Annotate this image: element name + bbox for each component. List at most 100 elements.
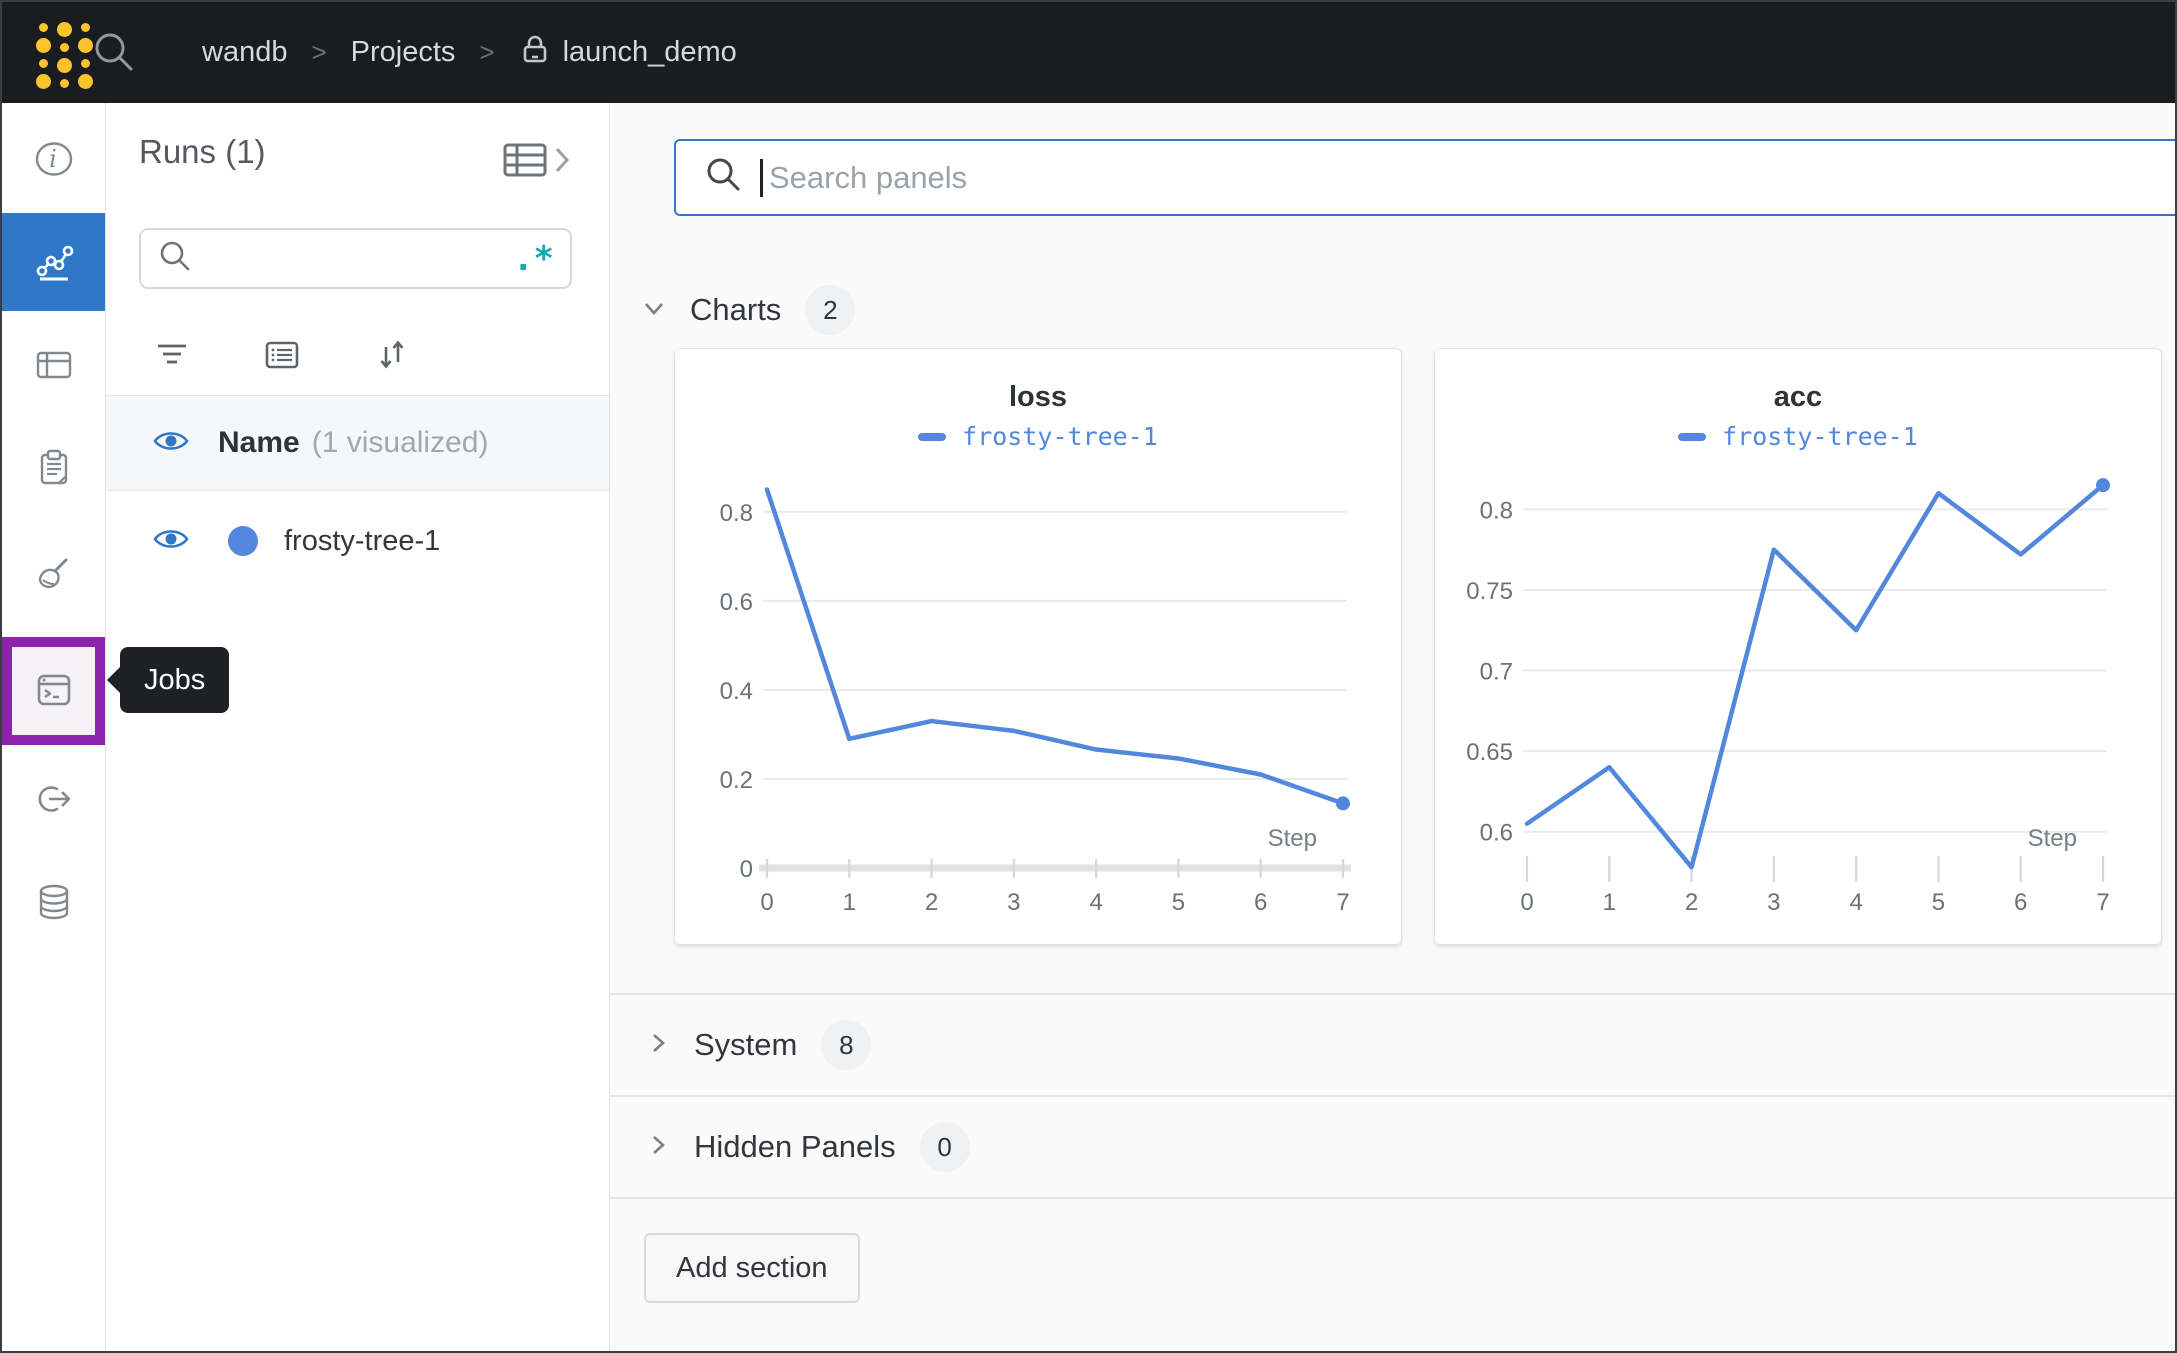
search-icon: [157, 238, 193, 279]
text-cursor: [760, 158, 763, 197]
section-hidden-panels-header[interactable]: Hidden Panels 0: [610, 1097, 2175, 1197]
search-panels-input[interactable]: [767, 147, 2175, 208]
x-axis-label: Step: [2028, 825, 2077, 852]
svg-text:0.6: 0.6: [720, 589, 753, 616]
expand-runs-table-button[interactable]: [501, 139, 583, 186]
breadcrumb-entity[interactable]: wandb: [202, 36, 288, 68]
section-charts-header[interactable]: Charts 2: [610, 279, 856, 341]
runs-panel: Runs (1) .* Name (1: [106, 103, 610, 1351]
svg-text:2: 2: [925, 889, 938, 916]
section-count-badge: 8: [821, 1020, 872, 1070]
search-icon[interactable]: [90, 28, 138, 76]
search-panels-box[interactable]: [674, 139, 2175, 216]
topbar: wandb > Projects > launch_demo: [2, 2, 2175, 103]
section-count-badge: 2: [805, 285, 856, 335]
svg-text:0.4: 0.4: [720, 678, 753, 705]
line-chart-icon: [31, 239, 77, 285]
panels-workspace: Charts 2 loss frosty-tree-1 0 0.2 0.4 0.6 0.8 0…: [610, 103, 2175, 1351]
divider: [610, 993, 2175, 995]
section-label: Charts: [690, 292, 782, 327]
chart-plot: 0.6 0.65 0.7 0.75 0.8 0 1 2 3 4 5 6 7 Step: [1466, 478, 2110, 916]
breadcrumb-separator: >: [311, 37, 327, 67]
svg-text:5: 5: [1172, 889, 1185, 916]
svg-text:i: i: [49, 145, 57, 173]
sidebar-item-logs[interactable]: [2, 419, 105, 517]
runs-panel-title: Runs (1): [139, 133, 266, 170]
charts-grid: loss frosty-tree-1 0 0.2 0.4 0.6 0.8 0 1 2 3 4 5 6 7 St…: [674, 348, 2162, 945]
svg-text:0.6: 0.6: [1480, 820, 1513, 847]
database-icon: [32, 880, 76, 926]
runs-toolbar: [106, 327, 609, 387]
svg-text:6: 6: [1254, 889, 1267, 916]
sort-icon[interactable]: [370, 333, 414, 377]
run-line-frosty-tree-1: [1524, 482, 2106, 870]
svg-text:0: 0: [760, 889, 773, 916]
svg-text:5: 5: [1932, 889, 1945, 916]
add-section-button[interactable]: Add section: [644, 1233, 860, 1303]
last-point-marker: [2096, 478, 2110, 493]
svg-text:0.7: 0.7: [1480, 659, 1513, 686]
column-name-label: Name: [218, 426, 300, 459]
terminal-icon: [31, 668, 77, 714]
search-icon: [676, 155, 744, 200]
svg-text:7: 7: [2096, 889, 2109, 916]
legend-swatch: [1678, 432, 1707, 441]
sidebar-item-artifacts[interactable]: [2, 854, 105, 952]
breadcrumb-project-label: launch_demo: [562, 36, 737, 68]
section-system-header[interactable]: System 8: [610, 995, 2175, 1095]
svg-text:4: 4: [1089, 889, 1102, 916]
chevron-down-icon: [640, 294, 668, 327]
run-name: frosty-tree-1: [284, 524, 441, 557]
x-axis-label: Step: [1268, 825, 1317, 852]
jobs-tooltip: Jobs: [120, 647, 230, 713]
breadcrumb-project[interactable]: launch_demo: [519, 32, 737, 74]
sidebar-item-overview[interactable]: i: [2, 111, 105, 209]
run-list-item[interactable]: frosty-tree-1: [106, 491, 609, 591]
chart-legend: frosty-tree-1: [675, 422, 1401, 451]
launch-arrow-icon: [31, 777, 77, 823]
svg-text:0: 0: [1520, 889, 1533, 916]
lock-icon: [519, 32, 551, 74]
sidebar-item-runs-table[interactable]: [2, 316, 105, 414]
breadcrumb-projects[interactable]: Projects: [350, 36, 456, 68]
eye-icon[interactable]: [152, 428, 190, 459]
section-label: Hidden Panels: [694, 1129, 896, 1164]
last-point-marker: [1336, 796, 1350, 811]
eye-icon[interactable]: [152, 526, 190, 557]
svg-text:0.8: 0.8: [720, 500, 753, 527]
legend-run-name[interactable]: frosty-tree-1: [1722, 422, 1918, 451]
legend-run-name[interactable]: frosty-tree-1: [962, 422, 1158, 451]
legend-swatch: [918, 432, 947, 441]
sidebar-item-workspace[interactable]: [2, 213, 105, 311]
info-icon: i: [32, 138, 76, 182]
run-line-frosty-tree-1: [764, 487, 1346, 806]
svg-text:0.75: 0.75: [1466, 578, 1513, 605]
divider: [610, 1197, 2175, 1199]
svg-text:2: 2: [1685, 889, 1698, 916]
sidebar-rail: i: [2, 103, 106, 1351]
svg-text:0.2: 0.2: [720, 767, 753, 794]
section-count-badge: 0: [919, 1122, 970, 1172]
chart-panel-acc[interactable]: acc frosty-tree-1 0.6 0.65 0.7 0.75 0.8 0 1 2 3 4 5 6…: [1434, 348, 2162, 945]
svg-text:3: 3: [1767, 889, 1780, 916]
sidebar-item-jobs[interactable]: [2, 637, 105, 745]
svg-text:1: 1: [843, 889, 856, 916]
regex-toggle[interactable]: .*: [513, 238, 554, 279]
chart-title: loss: [1008, 381, 1068, 413]
chart-legend: frosty-tree-1: [1435, 422, 2161, 451]
runs-column-header[interactable]: Name (1 visualized): [106, 396, 609, 491]
runs-search-box[interactable]: .*: [139, 228, 572, 289]
sidebar-item-sweeps[interactable]: [2, 526, 105, 624]
breadcrumb: wandb > Projects > launch_demo: [202, 2, 737, 103]
chart-plot: 0 0.2 0.4 0.6 0.8 0 1 2 3 4 5 6 7 Step: [720, 487, 1351, 916]
filter-icon[interactable]: [150, 333, 194, 377]
list-icon[interactable]: [260, 333, 304, 377]
svg-text:0.65: 0.65: [1466, 739, 1513, 766]
chevron-right-icon: [644, 1029, 672, 1062]
svg-text:3: 3: [1007, 889, 1020, 916]
chart-panel-loss[interactable]: loss frosty-tree-1 0 0.2 0.4 0.6 0.8 0 1 2 3 4 5 6 7 St…: [674, 348, 1402, 945]
sidebar-item-automations[interactable]: [2, 751, 105, 849]
wandb-dots-logo[interactable]: [28, 14, 93, 92]
broom-icon: [31, 552, 77, 598]
